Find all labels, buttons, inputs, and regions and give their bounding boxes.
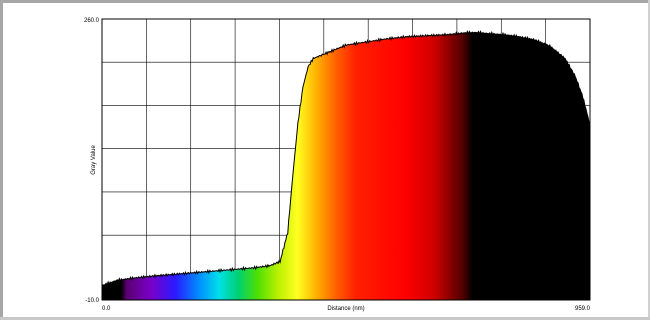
x-axis-label: Distance (nm): [327, 306, 364, 312]
y-tick-label-top: 260.0: [84, 18, 100, 24]
x-tick-label-start: 0.0: [102, 306, 111, 312]
plot-frame: [101, 18, 591, 301]
profile-area: [102, 31, 590, 301]
y-axis-label: Gray Value: [91, 145, 97, 175]
window-border-left: [0, 0, 3, 320]
window-border-top: [0, 0, 650, 3]
window-border-right: [648, 0, 650, 320]
profile-line: [101, 30, 591, 287]
x-tick-label-end: 959.0: [575, 306, 591, 312]
window-border-bottom: [0, 317, 650, 320]
y-tick-label-bottom: -10.0: [85, 298, 99, 304]
